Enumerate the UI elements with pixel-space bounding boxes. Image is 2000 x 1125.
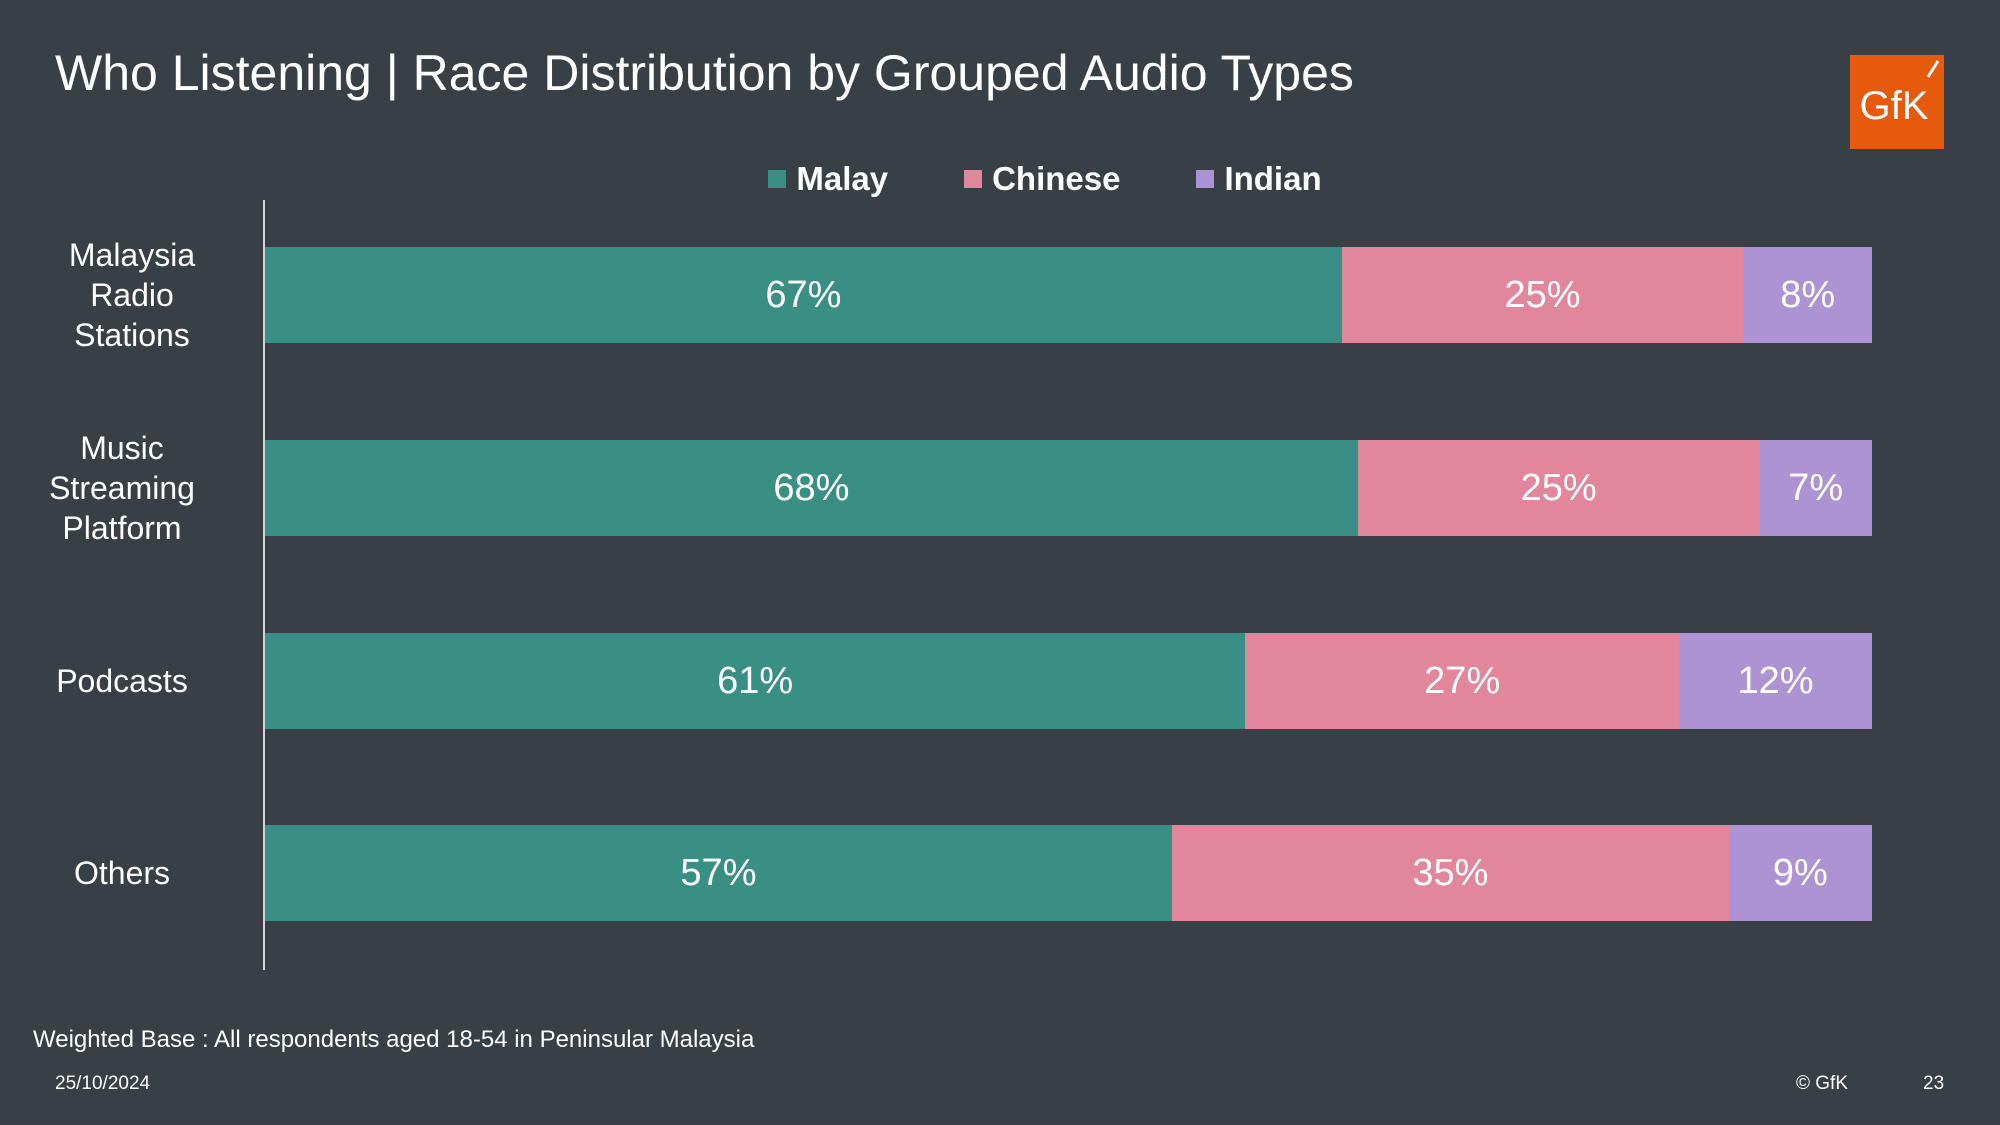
legend-swatch xyxy=(964,170,983,188)
bar-segment-indian: 8% xyxy=(1743,247,1872,343)
category-label: Music Streaming Platform xyxy=(49,430,195,546)
bar-segment-indian: 9% xyxy=(1728,825,1872,921)
bar-segment-malay: 61% xyxy=(265,633,1246,729)
data-label: 68% xyxy=(773,466,850,509)
legend-label: Malay xyxy=(796,160,889,197)
category-axis-line xyxy=(263,200,265,970)
category-label: Others xyxy=(73,855,171,891)
legend-swatch xyxy=(768,170,787,188)
bar-segment-indian: 7% xyxy=(1759,440,1872,536)
legend-item-chinese: Chinese xyxy=(964,160,1120,198)
gfk-logo: GfK xyxy=(1850,55,1944,149)
bar-segment-malay: 68% xyxy=(265,440,1358,536)
legend-label: Indian xyxy=(1224,160,1322,197)
weighted-base-note: Weighted Base : All respondents aged 18-… xyxy=(33,1026,755,1053)
data-label: 8% xyxy=(1780,273,1836,316)
bar-segment-chinese: 27% xyxy=(1245,633,1680,729)
footer-date: 25/10/2024 xyxy=(55,1073,151,1094)
category-label: Podcasts xyxy=(56,663,188,699)
bar-row: 57% 35% 9% xyxy=(265,825,1872,921)
data-label: 27% xyxy=(1424,659,1501,702)
bar-segment-malay: 67% xyxy=(265,247,1342,343)
data-label: 7% xyxy=(1788,466,1844,509)
bar-segment-chinese: 25% xyxy=(1357,440,1760,536)
bar-segment-chinese: 35% xyxy=(1171,825,1729,921)
category-label: Malaysia Radio Stations xyxy=(68,237,196,353)
page-title: Who Listening | Race Distribution by Gro… xyxy=(55,45,1354,101)
legend-swatch xyxy=(1196,170,1215,188)
data-label: 57% xyxy=(680,851,757,894)
svg-text:GfK: GfK xyxy=(1860,84,1929,128)
data-label: 35% xyxy=(1412,851,1489,894)
bar-row: 67% 25% 8% xyxy=(265,247,1872,343)
footer-copyright: © GfK xyxy=(1796,1073,1849,1094)
bar-segment-malay: 57% xyxy=(265,825,1172,921)
page-number: 23 xyxy=(1923,1073,1945,1094)
bar-row: 61% 27% 12% xyxy=(265,633,1872,729)
data-label: 12% xyxy=(1737,659,1814,702)
legend-item-malay: Malay xyxy=(768,160,888,198)
legend-item-indian: Indian xyxy=(1196,160,1322,198)
bar-segment-indian: 12% xyxy=(1679,633,1872,729)
data-label: 25% xyxy=(1520,466,1597,509)
data-label: 25% xyxy=(1504,273,1581,316)
data-label: 9% xyxy=(1772,851,1828,894)
legend-label: Chinese xyxy=(992,160,1121,197)
bar-segment-chinese: 25% xyxy=(1341,247,1744,343)
legend: Malay Chinese Indian xyxy=(0,160,2000,198)
bar-row: 68% 25% 7% xyxy=(265,440,1872,536)
data-label: 67% xyxy=(765,273,842,316)
data-label: 61% xyxy=(717,659,794,702)
